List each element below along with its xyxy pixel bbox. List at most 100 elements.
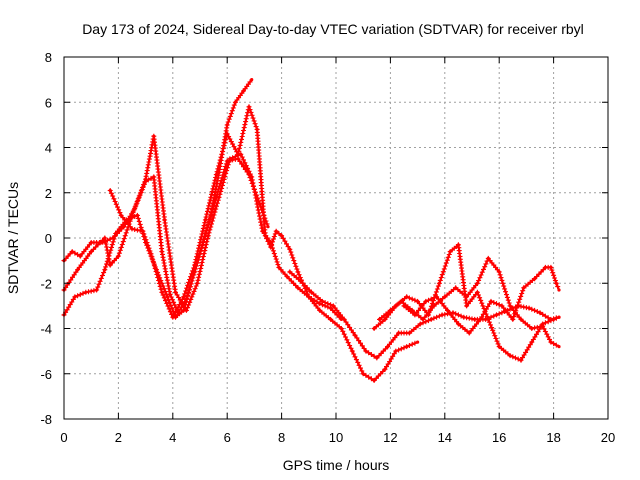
data-point	[530, 326, 534, 331]
data-point	[236, 152, 240, 156]
data-point	[225, 132, 229, 136]
data-point	[228, 157, 232, 161]
data-point	[217, 195, 221, 199]
data-point	[377, 317, 382, 321]
y-tick-labels: 8 6 4 2 0 -2 -4 -6 -8	[40, 50, 52, 427]
data-point	[182, 295, 186, 299]
data-point	[429, 317, 433, 321]
data-point	[288, 247, 292, 251]
data-point	[261, 229, 265, 233]
data-point	[494, 313, 499, 317]
series-markers	[61, 79, 253, 316]
data-point	[383, 367, 387, 371]
data-point	[475, 290, 479, 294]
data-point	[173, 290, 178, 294]
data-point	[456, 322, 460, 326]
data-point	[361, 372, 365, 376]
data-point	[171, 315, 175, 319]
data-point	[486, 256, 490, 260]
x-tick-label: 2	[115, 430, 122, 445]
data-point	[318, 302, 322, 306]
series-track-8	[401, 264, 561, 336]
data-point	[184, 308, 188, 312]
x-tick-label: 14	[438, 430, 452, 445]
data-point	[372, 326, 376, 331]
data-point	[236, 157, 240, 161]
data-point	[274, 229, 278, 233]
data-point	[70, 250, 74, 254]
data-point	[214, 195, 218, 199]
y-tick-label: 0	[45, 231, 52, 246]
data-point	[372, 378, 376, 383]
data-point	[508, 304, 512, 308]
data-point	[394, 349, 398, 353]
data-point	[203, 231, 207, 236]
data-point	[554, 281, 558, 285]
data-point	[519, 358, 523, 362]
data-point	[413, 313, 417, 317]
data-point	[135, 213, 139, 217]
y-tick-label: -6	[40, 367, 52, 382]
data-point	[152, 175, 156, 179]
data-point	[108, 263, 112, 267]
x-tick-label: 16	[492, 430, 506, 445]
data-point	[557, 288, 561, 292]
data-point	[552, 317, 556, 321]
data-point	[263, 234, 267, 238]
data-point	[288, 270, 292, 274]
data-point	[320, 299, 324, 303]
data-point	[285, 274, 289, 279]
data-point	[407, 331, 411, 335]
data-point	[339, 326, 343, 331]
data-point	[296, 286, 300, 290]
data-point	[89, 250, 93, 254]
data-point	[269, 245, 273, 249]
data-point	[331, 304, 335, 308]
data-point	[309, 290, 314, 294]
data-point	[402, 304, 406, 308]
data-point	[280, 234, 284, 238]
data-point	[435, 295, 439, 299]
x-tick-labels: 0 2 4 6 8 10 12 14 16 18 20	[60, 430, 615, 445]
data-point	[78, 254, 82, 258]
data-point	[225, 123, 229, 127]
data-point	[141, 229, 145, 233]
data-point	[108, 188, 112, 193]
data-point	[530, 340, 534, 344]
series-track-6	[371, 242, 561, 363]
x-tick-label: 20	[601, 430, 615, 445]
data-point	[250, 78, 254, 82]
data-point	[119, 213, 123, 217]
x-tick-label: 0	[60, 430, 67, 445]
data-point	[416, 340, 420, 344]
y-tick-label: 8	[45, 50, 52, 65]
data-point	[239, 152, 243, 156]
series-track-3	[61, 133, 343, 321]
data-point	[277, 265, 281, 269]
data-point	[388, 308, 392, 312]
data-point	[478, 317, 482, 321]
x-tick-label: 6	[224, 430, 231, 445]
data-point	[307, 295, 311, 299]
data-point	[440, 313, 444, 317]
data-point	[448, 250, 452, 254]
series-layer	[61, 78, 561, 383]
data-point	[549, 265, 553, 269]
y-axis-label: SDTVAR / TECUs	[5, 182, 21, 294]
data-point	[214, 173, 218, 177]
data-point	[233, 100, 237, 104]
data-point	[522, 286, 526, 290]
chart-title: Day 173 of 2024, Sidereal Day-to-day VTE…	[82, 21, 584, 37]
data-point	[424, 299, 428, 303]
data-point	[454, 286, 458, 290]
data-point	[103, 268, 107, 272]
data-point	[451, 311, 455, 315]
data-point	[437, 281, 441, 285]
x-tick-label: 18	[546, 430, 560, 445]
data-point	[130, 227, 134, 231]
data-point	[296, 270, 300, 274]
data-point	[405, 345, 409, 349]
data-point	[353, 333, 357, 337]
data-point	[114, 231, 118, 236]
